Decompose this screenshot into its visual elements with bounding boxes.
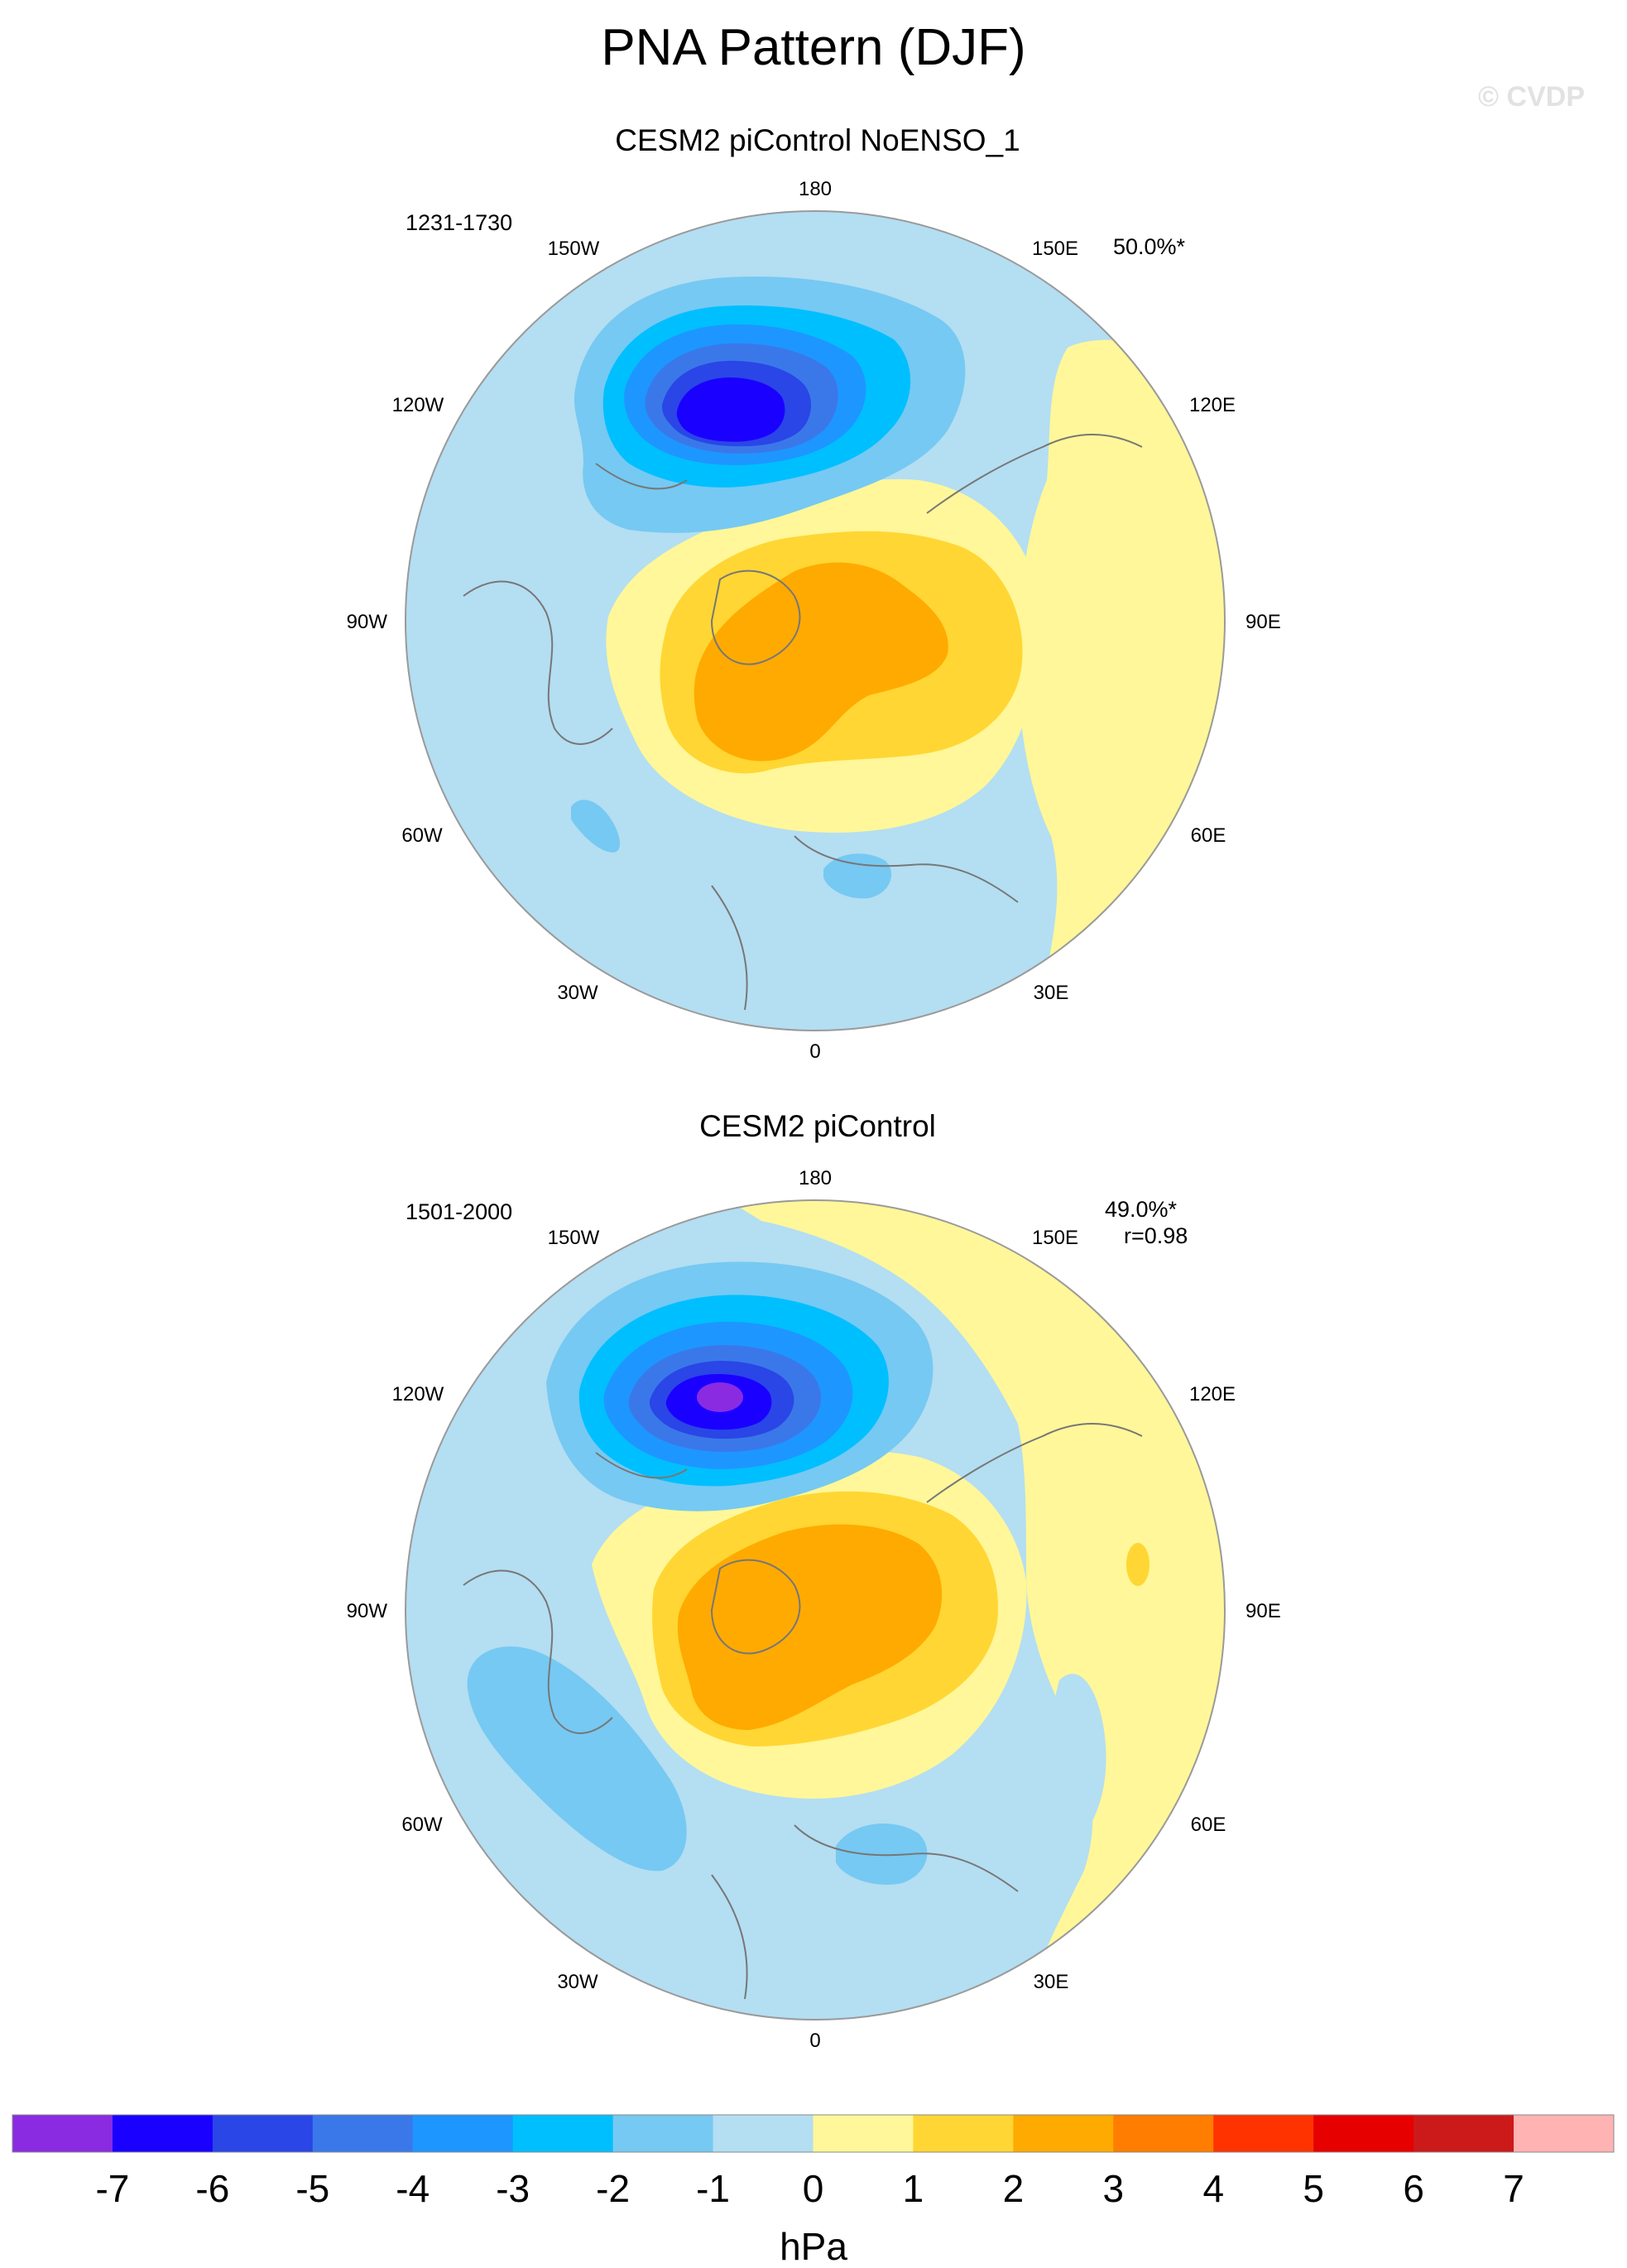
lon-label: 90W [347, 611, 388, 633]
lon-label: 30E [1034, 1971, 1069, 1993]
colorbar-swatch [1213, 2115, 1314, 2152]
lon-label: 30W [557, 1971, 598, 1993]
colorbar-swatch [813, 2115, 914, 2152]
lon-label: 180 [799, 178, 832, 200]
colorbar-tick-label: 3 [1103, 2167, 1125, 2210]
colorbar-tick-label: 0 [803, 2167, 824, 2210]
lon-label: 30W [557, 982, 598, 1004]
colorbar-swatch [12, 2115, 113, 2152]
map-top-positive-3 [694, 562, 948, 762]
colorbar-swatch [1413, 2115, 1514, 2152]
watermark: © CVDP [1478, 81, 1585, 113]
lon-label: 60W [401, 1814, 443, 1836]
lon-label: 150W [548, 1227, 600, 1249]
panel-bottom-years: 1501-2000 [406, 1199, 512, 1224]
map-top [406, 211, 1225, 1031]
colorbar-tick-label: 4 [1202, 2167, 1224, 2210]
map-bottom-positive-blob [1126, 1543, 1149, 1586]
panel-bottom-subtitle: CESM2 piControl [699, 1109, 936, 1143]
colorbar-swatch [512, 2115, 614, 2152]
colorbar-swatch [612, 2115, 714, 2152]
panel-top-subtitle: CESM2 piControl NoENSO_1 [615, 123, 1020, 157]
map-bottom-border [405, 1199, 1226, 2021]
colorbar-swatch [1313, 2115, 1414, 2152]
map-bottom-coastlines [463, 1423, 1143, 2000]
panel-top-years: 1231-1730 [406, 210, 512, 235]
lon-label: 60W [401, 824, 443, 847]
colorbar [12, 2114, 1615, 2153]
colorbar-swatch [312, 2115, 414, 2152]
lon-label: 150E [1032, 238, 1078, 260]
colorbar-tick-label: -3 [496, 2167, 530, 2210]
map-bottom-lon-labels: 180 150E 120E 90E 60E 30E 0 30W 60W 90W … [347, 1167, 1281, 2052]
colorbar-ticks: -7 -6 -5 -4 -3 -2 -1 0 1 2 3 4 5 6 7 [95, 2167, 1524, 2210]
colorbar-swatch [112, 2115, 214, 2152]
panel-bottom: CESM2 piControl 1501-2000 49.0%* r=0.98 [347, 1109, 1281, 2052]
lon-label: 120E [1189, 1383, 1236, 1405]
colorbar-swatch [713, 2115, 814, 2152]
map-bottom-negative-7 [697, 1382, 743, 1412]
map-bottom-negative-east [993, 1674, 1106, 1912]
map-top-negative-med [823, 853, 892, 899]
map-bottom-positive-east [728, 1200, 1225, 2020]
map-top-negative-6 [676, 377, 785, 442]
lon-label: 30E [1034, 982, 1069, 1004]
map-bottom-positive-3 [677, 1524, 943, 1730]
lon-label: 0 [809, 2030, 820, 2052]
colorbar-swatch [1013, 2115, 1114, 2152]
panel-top: CESM2 piControl NoENSO_1 1231-1730 50.0%… [347, 123, 1281, 1063]
lon-label: 60E [1191, 824, 1226, 847]
lon-label: 90E [1245, 1600, 1281, 1622]
colorbar-border [12, 2114, 1615, 2153]
colorbar-tick-label: -7 [95, 2167, 129, 2210]
panel-bottom-correlation: r=0.98 [1124, 1223, 1188, 1248]
colorbar-tick-label: 7 [1503, 2167, 1524, 2210]
colorbar-swatch [1514, 2115, 1615, 2152]
colorbar-tick-label: -1 [696, 2167, 730, 2210]
lon-label: 180 [799, 1167, 832, 1189]
panel-bottom-pct-variance: 49.0%* [1105, 1197, 1178, 1222]
lon-label: 0 [809, 1040, 820, 1063]
lon-label: 60E [1191, 1814, 1226, 1836]
map-top-negative-atlantic [571, 800, 621, 853]
colorbar-swatch [412, 2115, 514, 2152]
colorbar-tick-label: 6 [1403, 2167, 1424, 2210]
figure-title: PNA Pattern (DJF) [601, 19, 1025, 76]
colorbar-swatch [913, 2115, 1014, 2152]
lon-label: 120E [1189, 394, 1236, 416]
map-top-lon-labels: 180 150E 120E 90E 60E 30E 0 30W 60W 90W … [347, 178, 1281, 1063]
colorbar-tick-label: 2 [1003, 2167, 1025, 2210]
colorbar-tick-label: -6 [195, 2167, 229, 2210]
colorbar-tick-label: -5 [295, 2167, 329, 2210]
colorbar-swatch [212, 2115, 314, 2152]
colorbar-tick-label: -4 [396, 2167, 430, 2210]
map-bottom-negative-atlantic [467, 1646, 687, 1872]
lon-label: 90E [1245, 611, 1281, 633]
colorbar-swatch [1113, 2115, 1214, 2152]
colorbar-tick-label: 5 [1303, 2167, 1324, 2210]
colorbar-tick-label: -2 [596, 2167, 630, 2210]
lon-label: 120W [392, 394, 444, 416]
colorbar-unit: hPa [780, 2225, 847, 2268]
map-bottom-negative-med [836, 1824, 928, 1886]
lon-label: 90W [347, 1600, 388, 1622]
lon-label: 150E [1032, 1227, 1078, 1249]
colorbar-tick-label: 1 [903, 2167, 924, 2210]
map-top-border [405, 210, 1226, 1031]
map-bottom [406, 1200, 1225, 2020]
lon-label: 150W [548, 238, 600, 260]
map-top-coastlines [463, 434, 1143, 1011]
panel-top-pct-variance: 50.0%* [1113, 234, 1186, 259]
lon-label: 120W [392, 1383, 444, 1405]
